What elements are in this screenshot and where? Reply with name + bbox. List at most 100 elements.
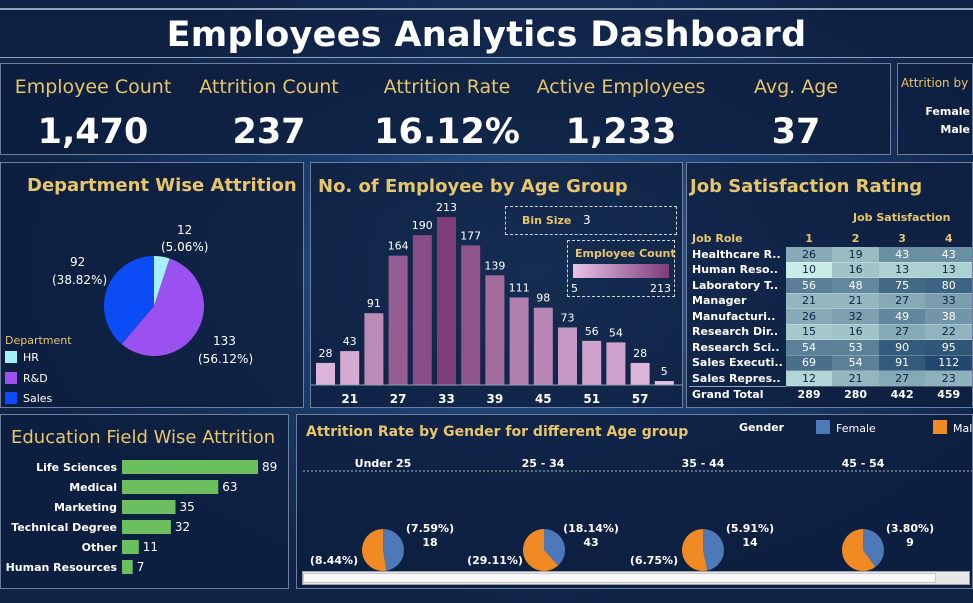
age-bar[interactable] [654,381,674,385]
female-slice[interactable] [383,529,404,571]
table-cell: 13 [878,262,926,278]
age-bar[interactable] [316,362,335,385]
table-cell: 23 [925,370,972,387]
age-group-header: 25 - 34 [522,457,565,470]
education-bar[interactable] [122,500,176,514]
scrollbar-thumb[interactable] [303,573,936,583]
title-bar: Employees Analytics Dashboard [0,8,973,58]
grand-total-label: Grand Total [689,385,786,402]
table-cell: 56 [785,277,833,294]
female-slice[interactable] [703,529,725,571]
age-tick-label: 57 [632,392,649,406]
table-cell: 69 [785,355,833,371]
education-category-label: Technical Degree [11,521,117,534]
horizontal-scrollbar[interactable] [302,571,970,585]
job-satisfaction-group-header: Job Satisfaction [853,211,951,224]
female-pct-label: (5.91%) [726,522,774,535]
age-bar-label: 139 [484,259,505,272]
education-bar[interactable] [122,540,139,554]
table-cell: 112 [925,355,972,371]
table-cell: 33 [925,293,972,309]
kpi-label-attrition-rate: Attrition Rate [383,76,511,98]
gender-legend-female-label: Female [836,422,876,435]
age-bar[interactable] [485,275,505,385]
age-tick-label: 39 [487,392,504,406]
male-slice[interactable] [682,529,708,571]
age-bar[interactable] [437,217,456,385]
table-cell: 27 [878,324,926,340]
male-slice[interactable] [842,529,876,571]
job-role-cell: Research Sci.. [692,340,780,354]
age-bar[interactable] [533,307,553,385]
female-pct-label: (3.80%) [886,522,934,535]
age-bar-label: 54 [609,326,623,339]
age-bar-label: 73 [561,311,575,324]
dept-legend-rnd: R&D [5,372,48,385]
department-panel: Department Wise Attrition 12 (5.06%) 133… [0,162,304,408]
education-bar[interactable] [122,460,258,474]
job-role-cell: Human Reso.. [692,263,778,277]
age-bar[interactable] [606,342,626,385]
table-cell: 26 [785,246,833,263]
satisfaction-level-header: 3 [898,232,906,246]
dept-slice-hr[interactable] [154,256,170,306]
dept-legend-hr: HR [5,351,39,364]
age-bar[interactable] [509,297,529,385]
age-bar[interactable] [630,362,650,385]
age-tick-label: 51 [583,392,600,406]
gender-age-panel: Attrition Rate by Gender for different A… [296,414,973,589]
employee-count-legend-min: 5 [571,282,578,295]
male-slice[interactable] [523,529,558,571]
table-cell: 90 [878,339,926,356]
age-bar-label: 190 [412,219,433,232]
female-slice[interactable] [544,529,565,566]
gender-legend-title: Gender [739,421,785,434]
satisfaction-level-header: 1 [805,232,813,246]
table-cell: 80 [925,277,972,294]
female-count-label: 14 [742,536,758,549]
kpi-value-avg-age: 37 [771,112,821,152]
age-bar-label: 43 [343,335,357,348]
dept-slice-sales[interactable] [104,256,154,345]
age-bar[interactable] [461,245,481,385]
male-pct-label: (8.44%) [310,554,358,567]
employee-count-legend: Employee Count 5 213 [567,240,676,297]
bin-size-value[interactable]: 3 [583,213,591,227]
age-bar[interactable] [558,327,577,385]
age-bar[interactable] [582,340,602,385]
age-bar[interactable] [340,351,360,385]
education-bar[interactable] [122,520,171,534]
education-category-label: Medical [69,481,117,494]
table-row: Laboratory T.. 56 48 75 80 [689,277,972,294]
dept-legend-sales: Sales [5,392,52,405]
age-bar[interactable] [388,255,408,385]
table-cell: 19 [832,246,879,263]
age-bar[interactable] [412,235,432,385]
job-satisfaction-title: Job Satisfaction Rating [690,176,923,197]
age-bar-label: 98 [536,292,550,305]
table-cell: 12 [785,370,833,387]
age-bar[interactable] [364,313,384,385]
kpi-label-employee-count: Employee Count [14,76,172,98]
education-bar[interactable] [122,560,133,574]
kpi-label-attrition-count: Attrition Count [199,76,339,98]
table-cell: 49 [878,308,926,325]
female-slice[interactable] [863,529,884,567]
table-cell: 38 [925,308,972,325]
table-cell: 54 [832,355,879,371]
education-bar[interactable] [122,480,219,494]
age-tick-label: 27 [390,392,407,406]
table-cell: 21 [832,370,879,387]
education-panel: Education Field Wise Attrition Life Scie… [0,414,289,589]
male-slice[interactable] [361,529,387,571]
job-role-header: Job Role [692,232,743,246]
table-row: Research Dir.. 15 16 27 22 [689,324,972,340]
dept-slice-rnd[interactable] [121,258,205,356]
job-role-cell: Manager [692,294,747,308]
table-cell: 21 [832,293,879,309]
dept-label-hr-pct: (5.06%) [161,240,209,254]
dept-legend-hr-swatch [5,351,17,363]
education-category-label: Human Resources [6,561,118,574]
dept-label-rnd-pct: (56.12%) [198,352,254,366]
bin-size-control[interactable]: Bin Size 3 [505,206,677,235]
